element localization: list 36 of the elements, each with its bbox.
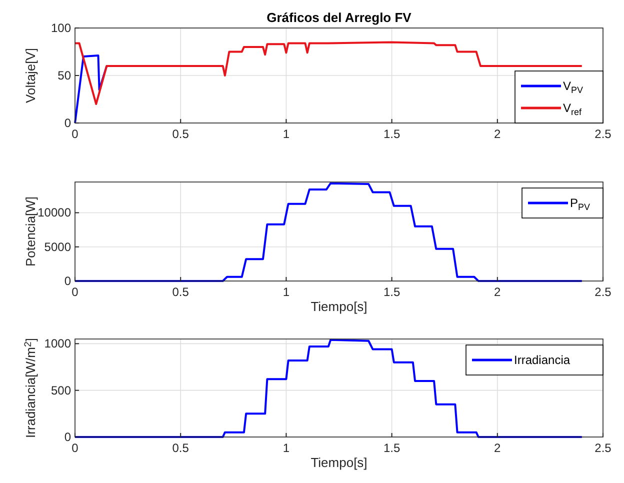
y-axis-title: Voltaje[V] xyxy=(23,48,38,103)
x-tick-label: 2.5 xyxy=(594,285,612,299)
x-tick-label: 0.5 xyxy=(172,441,190,455)
x-tick-label: 1.5 xyxy=(383,441,400,455)
x-tick-label: 2.5 xyxy=(594,441,612,455)
x-tick-label: 2.5 xyxy=(594,127,612,141)
x-tick-label: 2 xyxy=(494,441,502,455)
x-tick-label: 1 xyxy=(282,285,290,299)
x-tick-label: 0.5 xyxy=(172,285,190,299)
legend-label: V$_{PV}$ xyxy=(563,79,584,95)
x-tick-label: 0.5 xyxy=(172,127,190,141)
y-tick-label: 0 xyxy=(64,116,72,130)
y-tick-label: 100 xyxy=(50,21,72,35)
line-series xyxy=(74,54,108,124)
legend-label: V$_{ref}$ xyxy=(563,101,582,117)
y-tick-label: 1000 xyxy=(44,336,72,351)
x-tick-label: 1.5 xyxy=(383,285,400,299)
y-tick-label: 10000 xyxy=(38,206,72,220)
x-tick-label: 1 xyxy=(282,441,290,455)
chart-title: Gráficos del Arreglo FV xyxy=(266,10,412,25)
y-tick-label: 5000 xyxy=(44,240,72,254)
y-tick-label: 0 xyxy=(64,274,72,288)
x-tick-label: 1.5 xyxy=(383,127,400,141)
x-axis-title: Tiempo[s] xyxy=(310,455,368,470)
legend-label: Irradiancia xyxy=(514,353,570,367)
x-tick-label: 2 xyxy=(494,127,502,141)
y-axis-title: Potencia[W] xyxy=(23,196,38,267)
legend-label: P$_{PV}$ xyxy=(570,196,590,212)
line-series xyxy=(74,338,583,438)
x-tick-label: 1 xyxy=(282,127,290,141)
y-tick-label: 500 xyxy=(50,383,72,398)
x-axis-title: Tiempo[s] xyxy=(310,299,368,314)
x-tick-label: 2 xyxy=(494,285,502,299)
y-tick-label: 50 xyxy=(58,68,72,82)
y-tick-label: 0 xyxy=(64,430,72,444)
line-series xyxy=(74,41,583,105)
